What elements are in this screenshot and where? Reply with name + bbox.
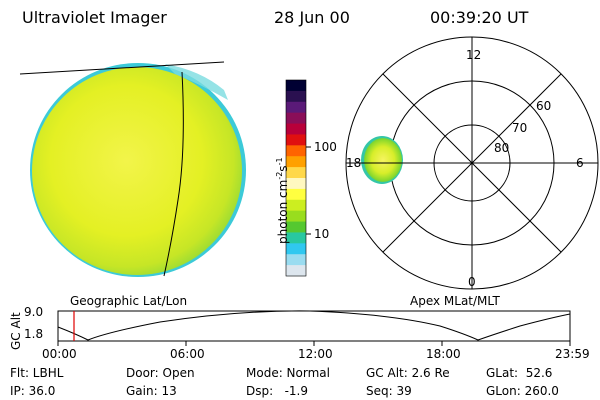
geographic-label: Geographic Lat/Lon: [70, 294, 188, 308]
door-info: Door: Open: [126, 366, 195, 380]
colorbar-segment: [286, 90, 306, 103]
apex-label: Apex MLat/MLT: [410, 294, 500, 308]
time-tick-0000: 00:00: [42, 347, 77, 361]
altitude-curve: [57, 310, 571, 341]
colorbar-segment: [286, 101, 306, 114]
gc-alt-info: GC Alt: 2.6 Re: [366, 366, 450, 380]
mlat-label-60: 60: [536, 99, 552, 113]
colorbar-segment: [286, 243, 306, 255]
colorbar: [286, 80, 306, 277]
mlt-label-0: 0: [468, 275, 476, 289]
polar-plot: [345, 36, 599, 290]
colorbar-segment: [286, 199, 306, 212]
auroral-oval-image: [346, 136, 404, 184]
disk-limb-glow: [165, 64, 228, 100]
colorbar-segment: [286, 134, 306, 146]
glat-info: GLat: 52.6: [486, 366, 553, 380]
mode-info: Mode: Normal: [246, 366, 330, 380]
colorbar-segment: [286, 232, 306, 244]
gain-info: Gain: 13: [126, 384, 177, 398]
alt-tick-9: 9.0: [24, 305, 44, 319]
observation-date: 28 Jun 00: [274, 8, 350, 27]
colorbar-label-100: 100: [314, 140, 337, 154]
colorbar-segment: [286, 156, 306, 168]
colorbar-frame: [285, 79, 307, 277]
colorbar-segment: [286, 80, 306, 92]
seq-info: Seq: 39: [366, 384, 412, 398]
horizon-line: [19, 61, 225, 75]
colorbar-segment: [286, 145, 306, 157]
mlat-label-80: 80: [494, 141, 510, 155]
gc-alt-axis-label: GC Alt: [9, 312, 23, 350]
earth-disk-image: [19, 61, 246, 277]
instrument-title: Ultraviolet Imager: [22, 8, 167, 27]
colorbar-segment: [286, 265, 306, 277]
meridian-line: [163, 71, 184, 277]
colorbar-unit-label: photon cm-2s-1: [275, 157, 290, 244]
colorbar-segment: [286, 254, 306, 266]
ip-info: IP: 36.0: [10, 384, 56, 398]
oval-body: [364, 138, 402, 182]
time-tick-1800: 18:00: [426, 347, 461, 361]
time-tick-2359: 23:59: [555, 347, 590, 361]
colorbar-segment: [286, 167, 306, 179]
polar-diagonal-2: [382, 73, 562, 253]
mlat-label-70: 70: [512, 121, 528, 135]
colorbar-segment: [286, 188, 306, 201]
mlt-label-12: 12: [466, 48, 482, 62]
alt-tick-1-8: 1.8: [24, 327, 44, 341]
dsp-info: Dsp: -1.9: [246, 384, 309, 398]
glon-info: GLon: 260.0: [486, 384, 559, 398]
colorbar-segment: [286, 178, 306, 190]
mlt-label-6: 6: [576, 156, 584, 170]
orbit-plot-frame: [57, 310, 571, 342]
observation-time: 00:39:20 UT: [430, 8, 529, 27]
colorbar-segment: [286, 221, 306, 233]
colorbar-segment: [286, 112, 306, 125]
orbit-altitude-plot: [57, 310, 571, 346]
mlt-label-18: 18: [346, 156, 362, 170]
time-tick-1200: 12:00: [298, 347, 333, 361]
colorbar-label-10: 10: [314, 227, 330, 241]
colorbar-segment: [286, 123, 306, 135]
disk-body: [32, 67, 242, 275]
colorbar-segment: [286, 210, 306, 223]
filter-info: Flt: LBHL: [10, 366, 64, 380]
time-tick-0600: 06:00: [170, 347, 205, 361]
